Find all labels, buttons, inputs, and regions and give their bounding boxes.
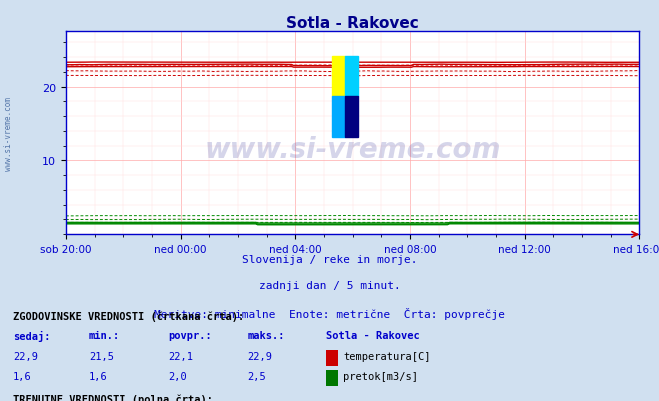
Bar <box>345 57 358 97</box>
Text: pretok[m3/s]: pretok[m3/s] <box>343 371 418 381</box>
Bar <box>333 57 345 97</box>
Text: TRENUTNE VREDNOSTI (polna črta):: TRENUTNE VREDNOSTI (polna črta): <box>13 393 213 401</box>
Text: Slovenija / reke in morje.: Slovenija / reke in morje. <box>242 255 417 265</box>
Text: 22,1: 22,1 <box>168 351 193 361</box>
Text: temperatura[C]: temperatura[C] <box>343 351 431 361</box>
Text: 21,5: 21,5 <box>89 351 114 361</box>
Text: 1,6: 1,6 <box>13 371 32 381</box>
Text: 1,6: 1,6 <box>89 371 107 381</box>
Text: Sotla - Rakovec: Sotla - Rakovec <box>326 330 420 340</box>
Text: www.si-vreme.com: www.si-vreme.com <box>4 96 13 170</box>
Text: povpr.:: povpr.: <box>168 330 212 340</box>
Bar <box>345 97 358 138</box>
Text: www.si-vreme.com: www.si-vreme.com <box>204 136 501 164</box>
Text: 22,9: 22,9 <box>13 351 38 361</box>
Text: 2,0: 2,0 <box>168 371 186 381</box>
Text: 22,9: 22,9 <box>247 351 272 361</box>
Text: zadnji dan / 5 minut.: zadnji dan / 5 minut. <box>258 281 401 291</box>
Bar <box>333 97 345 138</box>
Text: ZGODOVINSKE VREDNOSTI (črtkana črta):: ZGODOVINSKE VREDNOSTI (črtkana črta): <box>13 311 244 321</box>
Title: Sotla - Rakovec: Sotla - Rakovec <box>286 16 419 31</box>
Text: Meritve: minimalne  Enote: metrične  Črta: povprečje: Meritve: minimalne Enote: metrične Črta:… <box>154 307 505 319</box>
Text: 2,5: 2,5 <box>247 371 266 381</box>
Text: sedaj:: sedaj: <box>13 330 51 342</box>
Text: maks.:: maks.: <box>247 330 285 340</box>
Text: min.:: min.: <box>89 330 120 340</box>
